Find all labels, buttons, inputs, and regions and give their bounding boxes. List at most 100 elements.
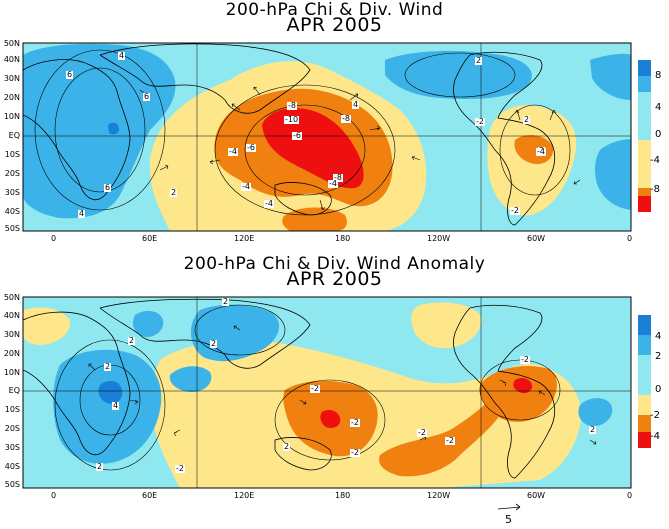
lat-label: 40N <box>3 55 20 64</box>
contour-label: -2 <box>175 464 185 473</box>
lat-label: 20N <box>3 349 20 358</box>
contour-label: 2 <box>210 339 218 348</box>
lon-label: 60E <box>142 234 158 243</box>
bottom-strong-negative-region-pacific <box>320 410 341 428</box>
lon-label: 0 <box>627 234 633 243</box>
colorbar-label: -4 <box>650 155 660 166</box>
lat-label: 20S <box>4 424 20 433</box>
lat-label: 10N <box>3 368 20 377</box>
lat-label: 20N <box>3 93 20 102</box>
bottom-map-frame <box>22 296 632 489</box>
top-positive-region-southatlantic <box>595 139 631 210</box>
contour-label: -8 <box>333 173 343 182</box>
colorbar-label: -4 <box>650 431 660 442</box>
lon-label: 120W <box>427 234 451 243</box>
lat-label: 50N <box>3 39 20 48</box>
contour-label: 6 <box>104 183 112 192</box>
top-negative-region-amazon <box>514 135 554 165</box>
contour-label: 2 <box>222 297 230 306</box>
contour-label: -2 <box>350 448 360 457</box>
lat-label: EQ <box>8 386 20 395</box>
lon-label: 60E <box>142 491 158 500</box>
contour-label: 4 <box>112 401 120 410</box>
lon-label: 0 <box>51 234 57 243</box>
colorbar-label: -2 <box>650 410 660 421</box>
lat-label: 30N <box>3 330 20 339</box>
top-map-panel <box>23 43 631 231</box>
bottom-strong-negative-region-america <box>513 377 533 394</box>
colorbar-label: 8 <box>655 70 662 81</box>
bottom-map-panel <box>23 297 631 488</box>
contour-label: -2 <box>510 206 520 215</box>
contour-label: 6 <box>66 70 74 79</box>
contour-label: 4 <box>352 100 360 109</box>
contour-label: 2 <box>589 425 597 434</box>
bottom-negative-region-southpac <box>379 391 506 477</box>
top-title-line2: APR 2005 <box>286 14 383 36</box>
lon-label: 60W <box>527 491 546 500</box>
reference-vector-arrow <box>497 503 521 511</box>
top-strong-positive-region <box>108 122 120 135</box>
top-coastlines <box>23 43 556 226</box>
colorbar-label: 4 <box>655 331 662 342</box>
bottom-negative-region-africa-north <box>23 307 71 345</box>
bottom-positive-region-indian <box>169 366 212 392</box>
lat-label: 50S <box>4 480 20 489</box>
top-grid <box>23 43 631 231</box>
colorbar-label: 2 <box>655 351 662 362</box>
bottom-positive-region-africa <box>53 349 162 464</box>
lat-label: 10S <box>4 405 20 414</box>
colorbar-label: 0 <box>655 384 662 395</box>
contour-label: -2 <box>417 428 427 437</box>
top-strong-negative-region <box>262 108 364 189</box>
contour-label: 4 <box>78 209 86 218</box>
contour-label: -2 <box>445 436 455 445</box>
lat-label: 40N <box>3 311 20 320</box>
top-positive-region-eastpac <box>385 50 532 99</box>
lon-label: 180 <box>335 491 351 500</box>
top-positive-region-atlantic <box>590 53 631 100</box>
contour-label: -4 <box>241 182 251 191</box>
bottom-negative-region-north <box>411 302 481 349</box>
contour-label: -2 <box>310 384 320 393</box>
colorbar-label: -8 <box>650 184 660 195</box>
contour-label: -4 <box>264 199 274 208</box>
contour-label: -2 <box>520 355 530 364</box>
contour-label: 6 <box>143 92 151 101</box>
top-contours <box>34 49 571 216</box>
contour-label: 2 <box>96 462 104 471</box>
bottom-colorbar <box>638 315 651 448</box>
contour-label: -10 <box>284 115 300 124</box>
contour-label: -4 <box>328 179 338 188</box>
contour-label: 2 <box>523 115 531 124</box>
colorbar-label: 4 <box>655 102 662 113</box>
bottom-contours <box>54 304 561 471</box>
bottom-grid <box>23 297 631 488</box>
contour-label: -8 <box>287 101 297 110</box>
lat-label: 40S <box>4 462 20 471</box>
top-positive-region-africa <box>23 43 176 219</box>
bottom-title-line2: APR 2005 <box>286 268 383 290</box>
lat-label: 10N <box>3 112 20 121</box>
colorbar-label: 0 <box>655 129 662 140</box>
lat-label: 30S <box>4 443 20 452</box>
lon-label: 60W <box>527 234 546 243</box>
contour-label: 2 <box>475 56 483 65</box>
lat-label: 50S <box>4 224 20 233</box>
top-colorbar <box>638 60 651 212</box>
reference-vector-label: 5 <box>505 513 512 526</box>
top-map-frame <box>22 42 632 232</box>
contour-label: -8 <box>341 114 351 123</box>
contour-label: 2 <box>128 336 136 345</box>
lat-label: 50N <box>3 293 20 302</box>
bottom-strong-positive-region <box>98 380 123 404</box>
lat-label: 10S <box>4 150 20 159</box>
contour-label: 2 <box>283 442 291 451</box>
top-negative-region-orange-south <box>282 207 347 231</box>
lat-label: 30N <box>3 74 20 83</box>
lon-label: 120E <box>234 491 255 500</box>
contour-label: -4 <box>536 147 546 156</box>
lat-label: 40S <box>4 207 20 216</box>
lon-label: 120W <box>427 491 451 500</box>
